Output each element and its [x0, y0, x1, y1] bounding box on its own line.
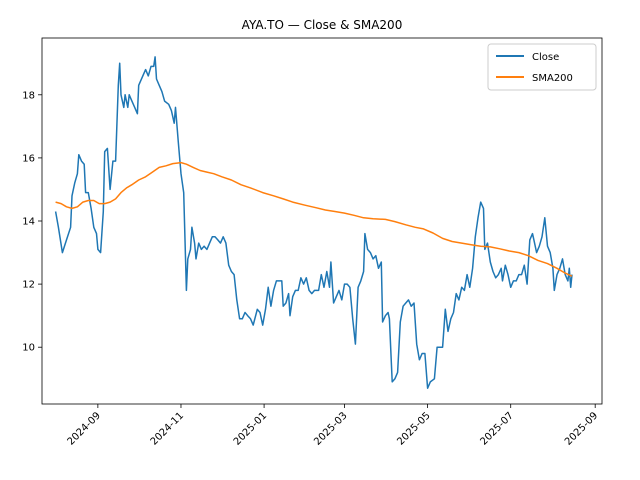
- x-tick-label: 2024-11: [149, 410, 186, 447]
- y-tick-label: 14: [22, 217, 35, 228]
- legend-close-label: Close: [532, 52, 559, 63]
- series-layer: [54, 56, 573, 389]
- y-tick-label: 10: [22, 343, 35, 354]
- x-tick-label: 2025-03: [312, 410, 349, 447]
- x-tick-label: 2025-09: [563, 410, 600, 447]
- plot-frame: [41, 37, 603, 405]
- chart-title: AYA.TO — Close & SMA200: [242, 18, 403, 32]
- legend-sma200-label: SMA200: [532, 73, 573, 84]
- series-line-sma200: [55, 161, 573, 277]
- y-tick-label: 18: [22, 90, 35, 101]
- x-tick-label: 2025-07: [478, 410, 515, 447]
- x-tick-label: 2024-09: [66, 410, 103, 447]
- y-tick-label: 12: [22, 280, 35, 291]
- x-tick-label: 2025-01: [232, 410, 269, 447]
- legend: Close SMA200: [487, 43, 597, 91]
- y-axis-ticks: 10 12 14 16 18: [22, 90, 42, 354]
- x-tick-label: 2025-05: [395, 410, 432, 447]
- y-tick-label: 16: [22, 153, 35, 164]
- x-axis-ticks: 2024-09 2024-11 2025-01 2025-03 2025-05 2025-…: [66, 404, 600, 448]
- series-line-close: [54, 56, 573, 389]
